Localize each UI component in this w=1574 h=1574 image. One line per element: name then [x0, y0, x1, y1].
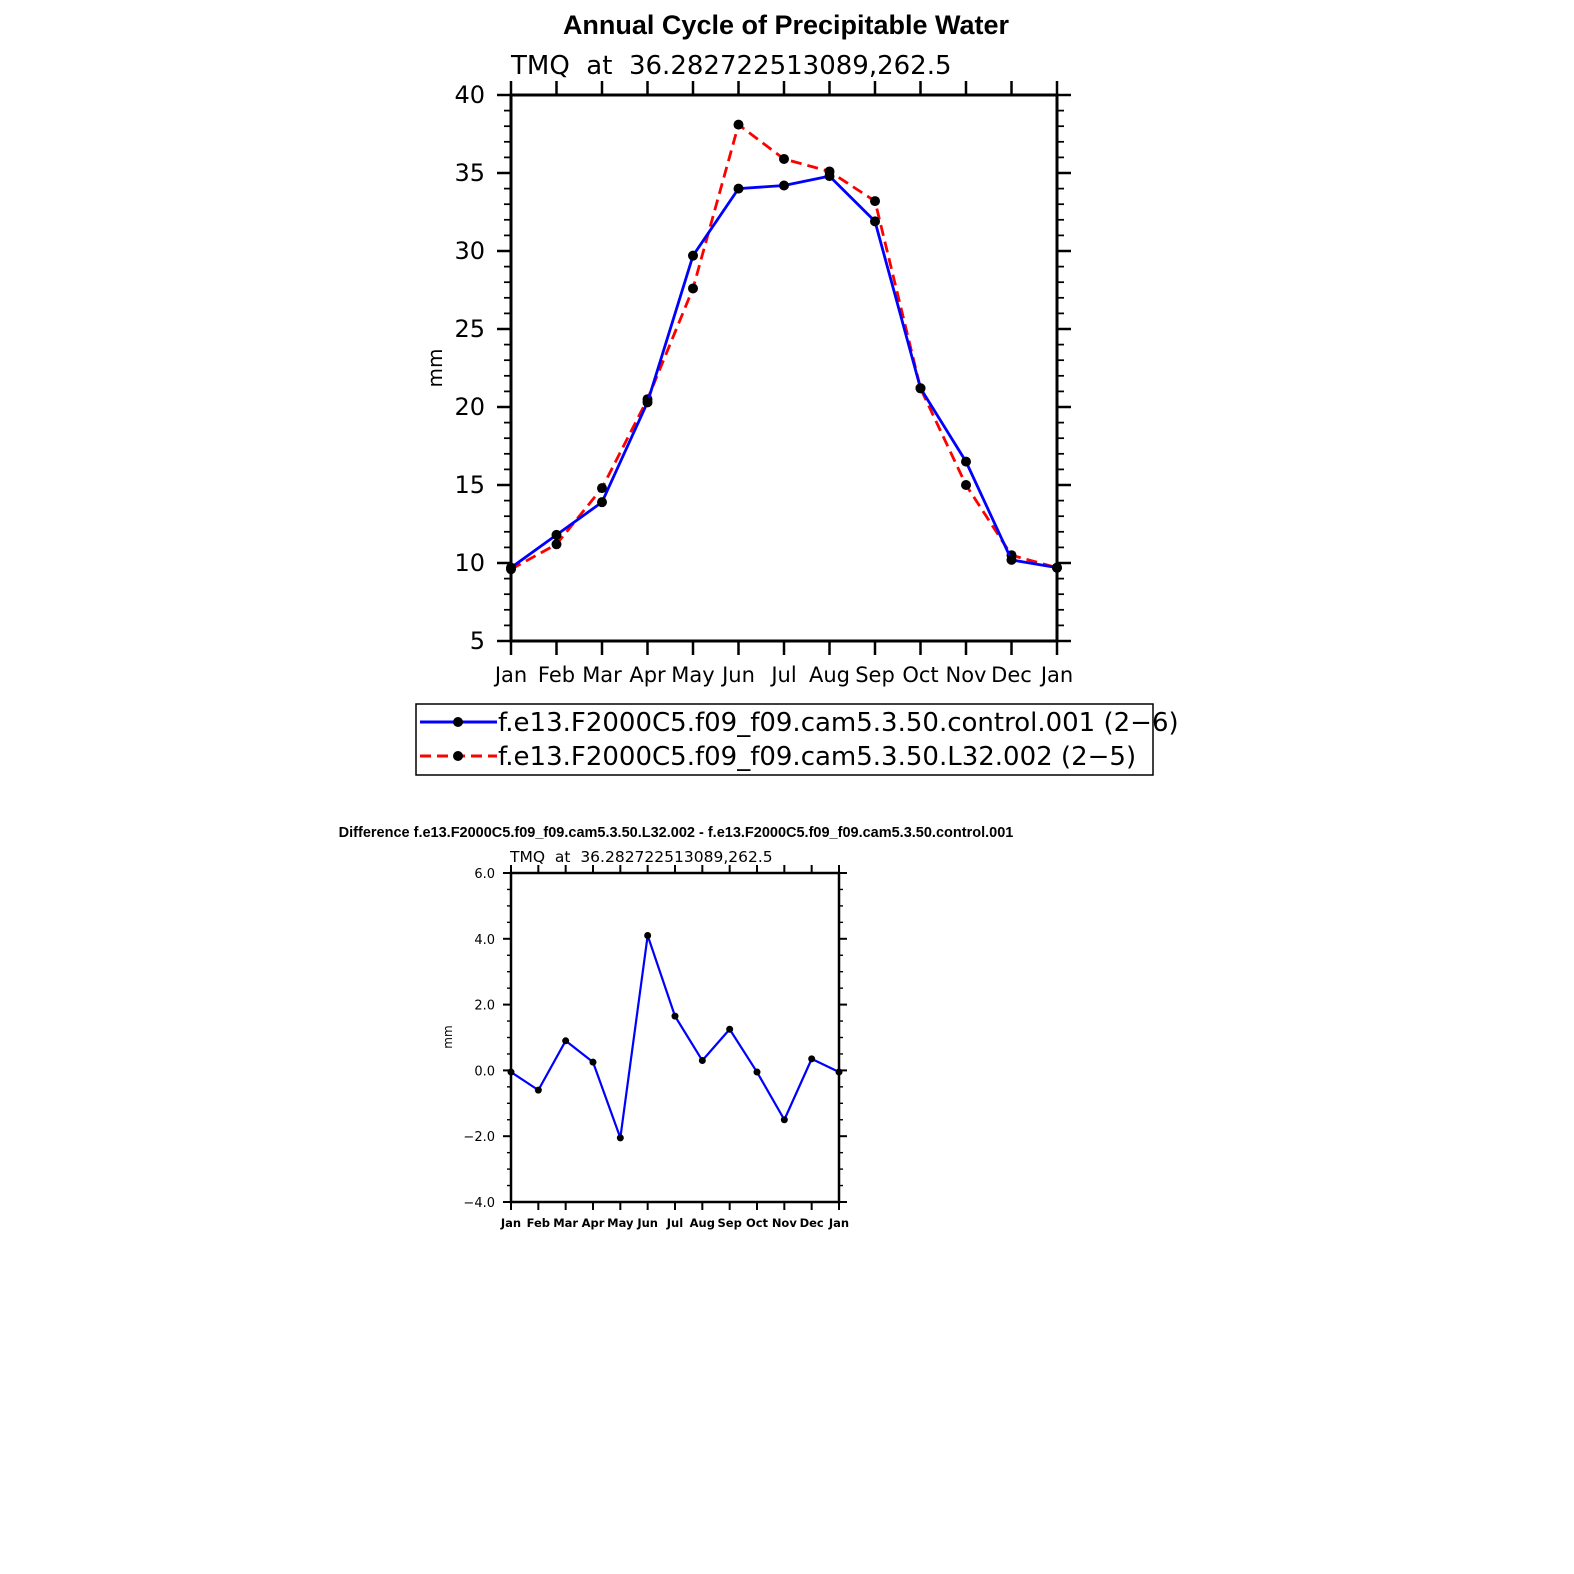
y-tick-label: 6.0 — [474, 867, 495, 882]
x-tick-label: Sep — [718, 1216, 742, 1230]
data-point-series-0 — [642, 397, 653, 408]
data-point-series-1 — [688, 283, 698, 294]
y-axis-label: mm — [423, 349, 447, 388]
data-point-series-0 — [835, 1068, 843, 1076]
data-point-series-1 — [733, 119, 744, 130]
data-point-series-0 — [1052, 562, 1062, 573]
data-point-series-1 — [870, 196, 880, 207]
x-tick-label: Aug — [690, 1216, 715, 1230]
data-point-series-0 — [961, 456, 971, 467]
x-tick-label: Mar — [582, 663, 622, 687]
plot-frame — [509, 871, 841, 1204]
chart-subtitle: TMQ at 36.282722513089,262.5 — [510, 51, 952, 81]
difference-chart: Difference f.e13.F2000C5.f09_f09.cam5.3.… — [339, 825, 1014, 1230]
x-tick-label: Feb — [538, 663, 575, 687]
y-tick-label: 4.0 — [474, 933, 495, 948]
axis-ticks: 5 10 15 20 25 30 35 40 Jan Feb Mar Apr May Jun Jul Aug S… — [454, 81, 1073, 687]
chart-title: Annual Cycle of Precipitable Water — [563, 10, 1010, 40]
axis-ticks: −4.0 −2.0 0.0 2.0 4.0 6.0 Jan Feb Mar Apr May Jun Ju… — [463, 865, 849, 1230]
y-tick-label: 35 — [454, 159, 485, 187]
x-tick-label: Jan — [1039, 663, 1073, 687]
x-tick-label: Nov — [946, 663, 987, 687]
x-tick-label: Jun — [636, 1216, 658, 1230]
data-point-series-0 — [616, 1134, 624, 1142]
data-point-series-0 — [534, 1086, 542, 1094]
y-tick-label: −4.0 — [463, 1196, 495, 1211]
y-tick-label: 25 — [454, 315, 485, 343]
x-tick-label: Feb — [527, 1216, 550, 1230]
data-point-series-0 — [506, 562, 516, 573]
y-tick-label: 40 — [454, 81, 485, 109]
data-point-series-1 — [597, 483, 607, 494]
series-line-0 — [510, 174, 1058, 570]
chart-title: Difference f.e13.F2000C5.f09_f09.cam5.3.… — [339, 825, 1014, 841]
x-tick-label: Mar — [553, 1216, 578, 1230]
data-point-series-0 — [726, 1025, 734, 1033]
x-tick-label: Nov — [772, 1216, 798, 1230]
y-tick-label: 5 — [470, 627, 485, 655]
data-point-series-0 — [671, 1012, 679, 1020]
data-point-series-0 — [507, 1068, 515, 1076]
x-tick-label: Oct — [746, 1216, 769, 1230]
legend-box — [415, 703, 1154, 776]
data-point-series-0 — [808, 1055, 816, 1063]
data-point-series-0 — [779, 180, 789, 191]
data-point-series-0 — [824, 171, 835, 182]
data-point-series-0 — [597, 497, 607, 508]
data-point-series-0 — [589, 1058, 597, 1066]
y-tick-label: 15 — [454, 471, 485, 499]
data-point-series-0 — [733, 183, 744, 194]
x-tick-label: Sep — [855, 663, 895, 687]
x-tick-label: Jan — [828, 1216, 849, 1230]
data-point-series-0 — [915, 383, 926, 394]
x-tick-label: Apr — [629, 663, 666, 687]
data-point-series-0 — [1006, 554, 1017, 565]
data-point-series-1 — [551, 539, 562, 550]
legend-marker-l32 — [453, 751, 463, 761]
data-series — [506, 119, 1062, 575]
data-point-series-0 — [753, 1068, 761, 1076]
data-point-series-0 — [551, 529, 562, 540]
y-tick-label: 10 — [454, 549, 485, 577]
legend-label-l32: f.e13.F2000C5.f09_f09.cam5.3.50.L32.002 … — [498, 742, 1136, 772]
x-tick-label: Dec — [991, 663, 1032, 687]
chart-subtitle: TMQ at 36.282722513089,262.5 — [509, 848, 773, 866]
x-tick-label: May — [607, 1216, 634, 1230]
x-tick-label: Oct — [902, 663, 938, 687]
y-tick-label: 20 — [454, 393, 485, 421]
x-tick-label: Jul — [769, 663, 796, 687]
x-tick-label: Jan — [500, 1216, 521, 1230]
data-point-series-0 — [688, 250, 698, 261]
legend-label-control: f.e13.F2000C5.f09_f09.cam5.3.50.control.… — [498, 708, 1179, 738]
x-tick-label: Jan — [493, 663, 527, 687]
series-line-0 — [510, 934, 840, 1139]
y-tick-label: 30 — [454, 237, 485, 265]
x-tick-label: Aug — [809, 663, 850, 687]
x-tick-label: Jul — [666, 1216, 683, 1230]
y-tick-label: 0.0 — [474, 1064, 495, 1079]
y-tick-label: −2.0 — [463, 1130, 495, 1145]
legend: f.e13.F2000C5.f09_f09.cam5.3.50.control.… — [415, 703, 1179, 776]
series-line-1 — [510, 123, 1058, 571]
y-axis-label: mm — [441, 1025, 455, 1048]
data-point-series-0 — [698, 1057, 706, 1065]
x-tick-label: Jun — [720, 663, 755, 687]
y-tick-label: 2.0 — [474, 999, 495, 1014]
data-point-series-1 — [779, 153, 789, 164]
data-point-series-0 — [780, 1116, 788, 1124]
data-point-series-1 — [961, 480, 971, 490]
data-series — [507, 932, 843, 1142]
plot-frame — [509, 93, 1059, 643]
data-point-series-0 — [870, 216, 880, 227]
annual-cycle-chart: Annual Cycle of Precipitable Water TMQ a… — [415, 10, 1179, 776]
x-tick-label: Dec — [800, 1216, 824, 1230]
x-tick-label: May — [671, 663, 714, 687]
data-point-series-0 — [562, 1037, 570, 1045]
legend-marker-control — [453, 717, 463, 727]
data-point-series-0 — [644, 932, 652, 940]
x-tick-label: Apr — [582, 1216, 605, 1230]
